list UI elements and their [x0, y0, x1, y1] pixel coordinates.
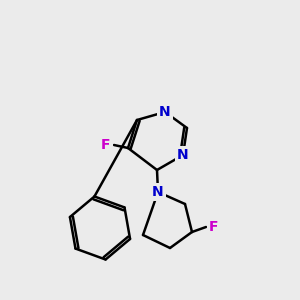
- Text: N: N: [159, 105, 171, 119]
- Text: N: N: [152, 185, 164, 199]
- Text: F: F: [209, 220, 219, 234]
- Text: N: N: [177, 148, 189, 162]
- Text: F: F: [101, 138, 111, 152]
